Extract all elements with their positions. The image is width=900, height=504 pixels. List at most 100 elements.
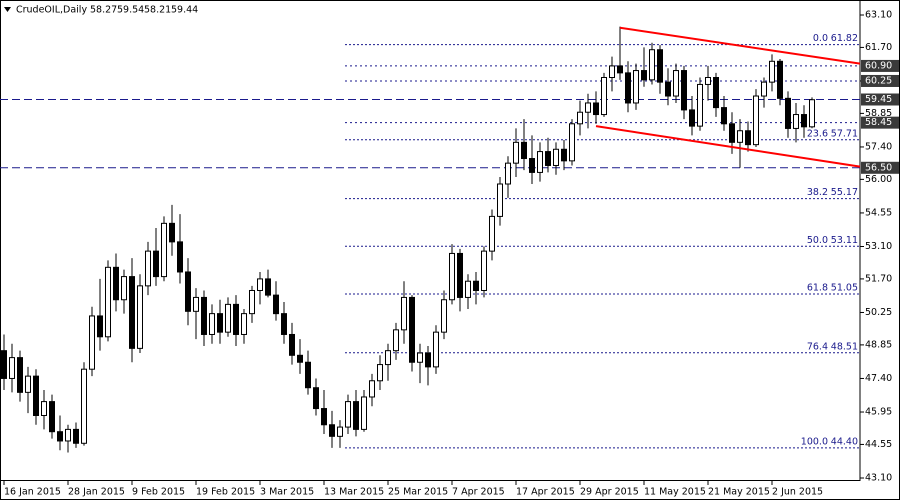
header-close: 59.44	[171, 5, 198, 16]
candle-body	[681, 70, 687, 111]
fib-price: 61.82	[831, 33, 858, 44]
y-tick-label: 51.70	[865, 273, 892, 284]
candle-body	[105, 266, 111, 338]
candle-body	[633, 70, 639, 104]
candle-body	[713, 77, 719, 109]
candle-body	[97, 315, 103, 338]
candle-body	[777, 60, 783, 99]
candle-body	[569, 123, 575, 162]
candle-body	[657, 49, 663, 83]
y-tick-label: 56.00	[865, 174, 892, 185]
candle-body	[137, 285, 143, 349]
candle-body	[401, 296, 407, 331]
candle-body	[617, 65, 623, 74]
candle-body	[513, 141, 519, 164]
candle-body	[785, 97, 791, 129]
candle-body	[321, 408, 327, 426]
y-tick-label: 54.55	[865, 207, 892, 218]
fib-price: 57.71	[831, 128, 858, 139]
candle-body	[25, 375, 31, 393]
candle-body	[145, 250, 151, 287]
candle-body	[49, 401, 55, 433]
candle-body	[9, 357, 15, 379]
fib-price: 48.51	[831, 341, 858, 352]
candle-body	[313, 387, 319, 410]
candle-body	[353, 401, 359, 430]
candle-body	[449, 252, 455, 301]
candle-body	[441, 299, 447, 333]
level-label: 60.25	[865, 75, 892, 86]
x-tick-label: 13 Mar 2015	[324, 487, 384, 498]
candle-body	[697, 83, 703, 127]
level-label: 59.45	[865, 94, 892, 105]
candle-body	[17, 357, 23, 393]
y-tick-label: 45.95	[865, 407, 892, 418]
level-label: 58.45	[865, 117, 892, 128]
candle-body	[537, 151, 543, 173]
candle-body	[521, 141, 527, 160]
candle-body	[593, 102, 599, 116]
candle-body	[753, 95, 759, 146]
candle-body	[361, 396, 367, 430]
level-badge	[861, 93, 899, 106]
trend-line	[619, 26, 861, 65]
candle-body	[57, 431, 63, 442]
x-tick-label: 21 May 2015	[708, 487, 770, 498]
x-tick-label: 19 Feb 2015	[196, 487, 255, 498]
x-tick-label: 3 Mar 2015	[260, 487, 314, 498]
candle-body	[129, 276, 135, 349]
fib-ratio: 100.0	[801, 436, 828, 447]
y-tick-label: 47.40	[865, 373, 892, 384]
x-tick-label: 16 Jan 2015	[4, 487, 61, 498]
candle-body	[305, 361, 311, 389]
level-badge	[861, 59, 899, 72]
candle-body	[1, 350, 7, 379]
candle-body	[457, 252, 463, 298]
candle-body	[769, 60, 775, 83]
candle-body	[201, 296, 207, 335]
header-open: 58.27	[90, 5, 117, 16]
x-tick-label: 9 Feb 2015	[132, 487, 185, 498]
candle-body	[473, 280, 479, 291]
level-label: 60.90	[865, 60, 892, 71]
candle-body	[249, 289, 255, 315]
level-badge	[861, 116, 899, 129]
fib-ratio: 50.0	[807, 235, 828, 246]
chart-title: CrudeOIL,Daily	[16, 5, 87, 16]
candle-body	[337, 426, 343, 437]
candle-body	[329, 424, 335, 437]
candle-body	[385, 350, 391, 366]
fib-price: 53.11	[831, 235, 858, 246]
candle-body	[489, 215, 495, 252]
candle-body	[641, 70, 647, 81]
candle-body	[209, 313, 215, 335]
y-tick-label: 53.10	[865, 241, 892, 252]
candle-body	[561, 148, 567, 162]
fib-ratio: 0.0	[813, 33, 828, 44]
candle-body	[33, 375, 39, 416]
candle-body	[809, 99, 815, 128]
y-tick-label: 50.25	[865, 307, 892, 318]
candle-body	[497, 183, 503, 217]
candle-body	[89, 315, 95, 370]
fib-price: 51.05	[831, 282, 858, 293]
header-low: 58.21	[144, 5, 171, 16]
candle-body	[761, 81, 767, 97]
candle-body	[689, 109, 695, 127]
candle-body	[233, 303, 239, 335]
candle-body	[161, 222, 167, 278]
candle-body	[433, 331, 439, 368]
x-tick-label: 11 May 2015	[644, 487, 706, 498]
y-tick-label: 61.70	[865, 42, 892, 53]
trend-line	[595, 125, 861, 168]
candle-body	[273, 294, 279, 315]
candle-body	[65, 428, 71, 442]
candle-body	[409, 296, 415, 363]
x-tick-label: 29 Apr 2015	[580, 487, 639, 498]
candle-body	[225, 303, 231, 333]
candle-body	[73, 428, 79, 444]
candle-body	[393, 329, 399, 352]
plot-border	[0, 0, 861, 481]
fib-ratio: 23.6	[807, 128, 828, 139]
fib-price: 44.40	[831, 436, 858, 447]
